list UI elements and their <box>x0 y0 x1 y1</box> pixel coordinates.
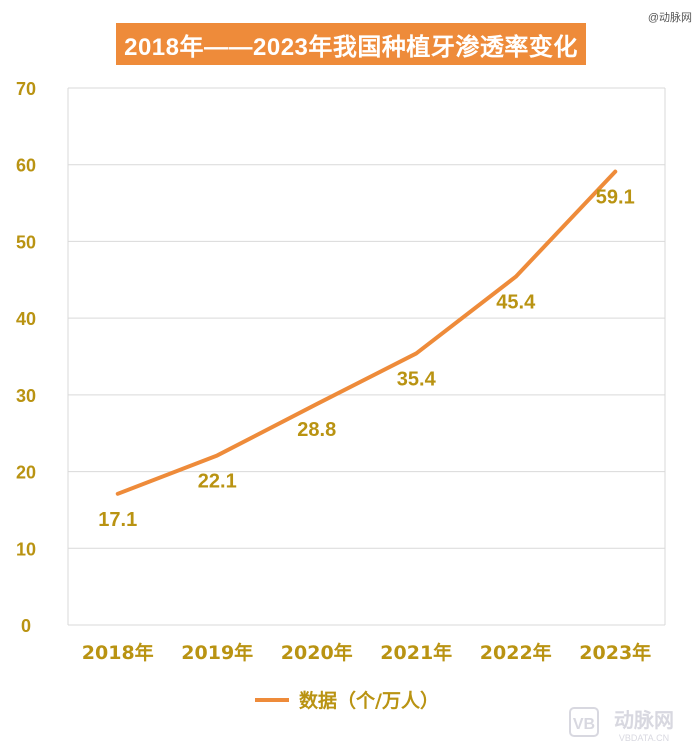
svg-text:VB: VB <box>573 716 595 733</box>
x-tick-label: 2018年 <box>82 641 154 664</box>
x-tick-label: 2021年 <box>380 641 452 664</box>
data-label: 45.4 <box>496 292 536 314</box>
watermark-text: @动脉网 <box>647 12 692 24</box>
series-line <box>115 169 618 496</box>
y-tick-label: 30 <box>16 386 36 406</box>
chart-title: 2018年——2023年我国种植牙渗透率变化 <box>124 33 578 61</box>
y-tick-label: 60 <box>16 156 36 176</box>
y-tick-label: 70 <box>16 79 36 99</box>
data-label: 59.1 <box>596 187 635 209</box>
logo-text: 动脉网 <box>614 708 674 732</box>
data-label: 22.1 <box>198 470 237 492</box>
y-tick-label: 40 <box>16 309 36 329</box>
chart-title-banner: 2018年——2023年我国种植牙渗透率变化 <box>116 23 586 65</box>
y-tick-label: 50 <box>16 232 36 252</box>
y-tick-label: 10 <box>16 539 36 559</box>
x-tick-label: 2023年 <box>579 641 651 664</box>
legend-label: 数据（个/万人） <box>299 689 439 712</box>
y-tick-label: 20 <box>16 463 36 483</box>
data-label: 35.4 <box>397 368 437 390</box>
logo-sub: VBDATA.CN <box>619 733 669 743</box>
x-tick-label: 2020年 <box>281 641 353 664</box>
data-label: 17.1 <box>98 509 137 531</box>
y-tick-label: 0 <box>21 616 31 636</box>
vbdata-logo: VB 动脉网 VBDATA.CN <box>569 707 674 743</box>
x-tick-label: 2019年 <box>181 641 253 664</box>
x-tick-label: 2022年 <box>480 641 552 664</box>
data-label: 28.8 <box>297 419 336 441</box>
